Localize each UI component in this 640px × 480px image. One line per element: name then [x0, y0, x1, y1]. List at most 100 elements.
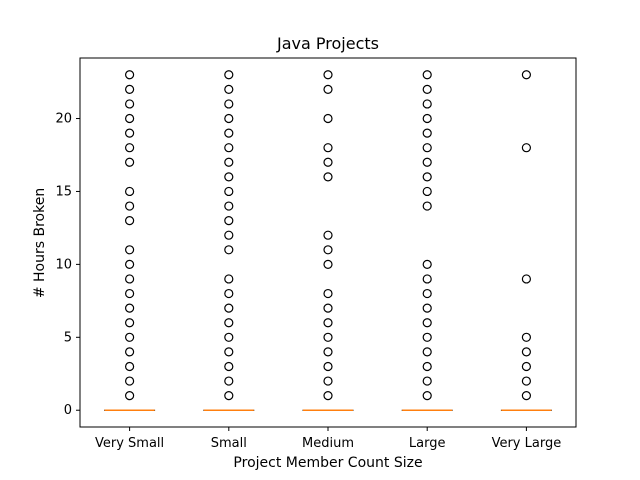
outlier-point [224, 391, 234, 401]
outlier-point [125, 84, 135, 94]
outlier-point [422, 113, 432, 124]
outlier-point [422, 143, 432, 153]
outlier-point [422, 157, 432, 167]
outlier-point [125, 376, 135, 386]
outlier-point [323, 288, 333, 299]
outlier-point [224, 274, 234, 284]
y-axis-label: # Hours Broken [32, 188, 48, 298]
outlier-point [323, 391, 333, 401]
outlier-point [323, 70, 333, 80]
outlier-point [323, 318, 333, 328]
outlier-point [125, 303, 135, 313]
outlier-point [224, 128, 234, 138]
outlier-point [323, 245, 333, 255]
outlier-point [224, 186, 234, 197]
outlier-point [125, 186, 135, 197]
outlier-point [422, 84, 432, 94]
outlier-point [224, 143, 234, 153]
x-tick-label: Small [211, 436, 247, 451]
x-axis-label: Project Member Count Size [233, 455, 422, 471]
y-tick-label: 20 [55, 112, 72, 127]
outlier-point [422, 303, 432, 313]
outlier-point [422, 172, 432, 182]
outlier-point [323, 157, 333, 167]
outlier-point [422, 347, 432, 357]
outlier-point [224, 376, 234, 386]
outlier-point [125, 332, 135, 342]
outlier-point [125, 259, 135, 269]
outlier-point [422, 259, 432, 269]
outlier-point [521, 274, 532, 284]
outlier-point [125, 128, 135, 138]
outlier-point [323, 361, 333, 372]
outlier-point [125, 157, 135, 167]
outlier-point [224, 318, 234, 328]
chart-title: Java Projects [276, 34, 379, 53]
outlier-point [224, 332, 234, 342]
y-tick-label: 15 [55, 184, 72, 199]
x-tick-label: Very Small [95, 436, 164, 451]
outlier-point [521, 332, 532, 342]
outlier-point [422, 274, 432, 284]
outlier-point [323, 84, 333, 94]
outlier-point [125, 274, 135, 284]
outlier-point [224, 230, 234, 240]
outlier-point [224, 84, 234, 94]
x-tick-label: Medium [302, 436, 354, 451]
y-tick-label: 10 [55, 257, 72, 272]
outlier-point [125, 201, 135, 211]
outlier-point [224, 157, 234, 167]
outlier-point [422, 361, 432, 372]
outlier-point [323, 143, 333, 153]
y-tick-label: 5 [64, 330, 72, 345]
outlier-point [422, 70, 432, 80]
outlier-point [224, 288, 234, 299]
outlier-point [323, 259, 333, 269]
outlier-point [125, 216, 135, 226]
outlier-point [224, 70, 234, 80]
outlier-point [125, 70, 135, 80]
outlier-point [224, 361, 234, 372]
outlier-point [422, 318, 432, 328]
outlier-point [521, 391, 532, 401]
outlier-point [323, 113, 333, 124]
outlier-point [224, 201, 234, 211]
axes-frame [79, 57, 577, 428]
outlier-point [323, 303, 333, 313]
outlier-point [125, 245, 135, 255]
outlier-point [521, 143, 532, 153]
outlier-point [422, 128, 432, 138]
outlier-point [422, 288, 432, 299]
outlier-point [422, 376, 432, 386]
x-tick-label: Very Large [492, 436, 562, 451]
outlier-point [422, 186, 432, 197]
outlier-point [125, 288, 135, 299]
outlier-point [323, 172, 333, 182]
outlier-point [422, 201, 432, 211]
outlier-point [422, 332, 432, 342]
outlier-point [224, 99, 234, 109]
outlier-point [224, 172, 234, 182]
outlier-point [224, 216, 234, 226]
outlier-point [224, 245, 234, 255]
outlier-point [521, 376, 532, 386]
plot-area: 0 5 10 15 20 Very Small Small Medium Large Very L… [55, 57, 577, 451]
outlier-point [323, 332, 333, 342]
outlier-point [323, 347, 333, 357]
outlier-point [521, 70, 532, 80]
outlier-point [224, 347, 234, 357]
outlier-point [323, 376, 333, 386]
outlier-point [125, 143, 135, 153]
x-tick-label: Large [409, 436, 446, 451]
outlier-point [125, 113, 135, 124]
outlier-point [125, 361, 135, 372]
outlier-point [422, 99, 432, 109]
outlier-point [422, 391, 432, 401]
y-tick-label: 0 [64, 403, 72, 418]
outlier-point [323, 230, 333, 240]
outlier-point [125, 99, 135, 109]
outlier-point [224, 303, 234, 313]
outlier-point [125, 347, 135, 357]
outlier-point [521, 347, 532, 357]
